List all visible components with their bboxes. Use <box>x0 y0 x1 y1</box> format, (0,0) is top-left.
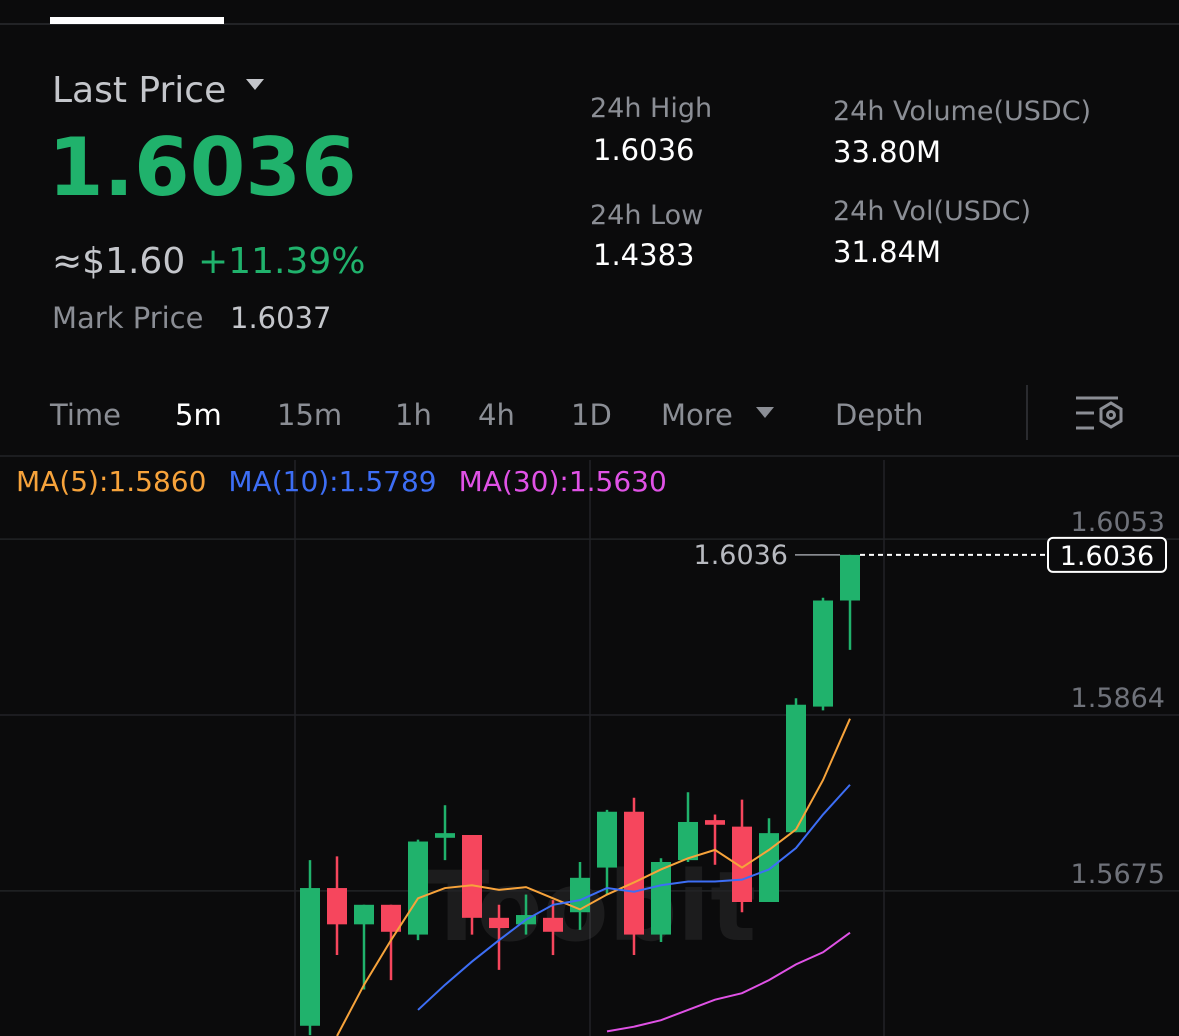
last-price-tag-label: 1.6036 <box>1060 541 1154 572</box>
candle-body <box>570 877 590 913</box>
candle-body <box>732 826 752 903</box>
candle-body <box>705 820 725 825</box>
candle-body <box>381 904 401 932</box>
y-tick-label: 1.5675 <box>1071 859 1165 890</box>
candle-body <box>597 811 617 868</box>
usd-price: ≈$1.60 <box>52 241 185 282</box>
stat-label: 24h High <box>590 93 712 124</box>
legend-entry: MA(5):1.5860 <box>16 465 206 498</box>
y-tick-label: 1.5864 <box>1071 683 1165 714</box>
tab[interactable]: 1D <box>571 398 612 432</box>
candle-body <box>786 704 806 833</box>
candle-body <box>651 861 671 935</box>
active-tab-indicator <box>50 17 224 24</box>
stat-label: 24h Low <box>590 200 703 231</box>
stat-value: 1.4383 <box>593 238 694 272</box>
candle-body <box>813 600 833 707</box>
stat-label: 24h Vol(USDC) <box>833 196 1031 227</box>
tab-active[interactable]: 5m <box>175 398 222 432</box>
high-marker-label: 1.6036 <box>694 540 788 571</box>
last-price-tag <box>1047 536 1167 573</box>
settings-icon[interactable] <box>1076 396 1123 430</box>
ma-line <box>336 718 851 1036</box>
candle-body <box>678 821 698 861</box>
tab[interactable]: Time <box>49 398 121 432</box>
candle-body <box>462 835 482 918</box>
stat-value: 33.80M <box>833 135 941 169</box>
tab[interactable]: More <box>661 398 733 432</box>
stat-value: 31.84M <box>833 235 941 269</box>
chart-overlay: 1.5675 1.5864 1.6053 MA(5):1.5860 MA(10):1.5… <box>16 465 1167 890</box>
candle-body <box>543 917 563 932</box>
tab[interactable]: 1h <box>395 398 432 432</box>
vertical-grid <box>294 460 885 1036</box>
last-price-label[interactable]: Last Price <box>52 70 226 111</box>
plot-area <box>0 538 1179 1036</box>
stat-value: 1.6036 <box>593 133 694 167</box>
dropdown-arrow[interactable] <box>756 407 774 418</box>
legend-entry: MA(10):1.5789 <box>228 465 436 498</box>
stat-label: 24h Volume(USDC) <box>833 96 1091 127</box>
tab[interactable]: Depth <box>835 398 923 432</box>
candle-body <box>435 833 455 838</box>
mark-price: 1.6037 <box>230 301 331 335</box>
ma-line <box>606 931 851 1033</box>
ma-line <box>417 784 851 1011</box>
candle-body <box>408 841 428 935</box>
legend-entry: MA(30):1.5630 <box>459 465 667 498</box>
candle-body <box>624 811 644 935</box>
price-change: +11.39% <box>198 241 365 282</box>
mark-price-label: Mark Price <box>52 301 203 335</box>
tab[interactable]: 15m <box>277 398 342 432</box>
tab[interactable]: 4h <box>478 398 515 432</box>
candle-body <box>327 888 347 925</box>
last-price: 1.6036 <box>48 121 357 214</box>
dropdown-arrow[interactable] <box>246 79 264 90</box>
candle-body <box>840 554 860 601</box>
candle-body <box>354 904 374 925</box>
y-tick-label: 1.6053 <box>1071 507 1165 538</box>
candle-body <box>759 833 779 903</box>
candle-body <box>489 917 509 929</box>
candle-body <box>300 888 320 1026</box>
